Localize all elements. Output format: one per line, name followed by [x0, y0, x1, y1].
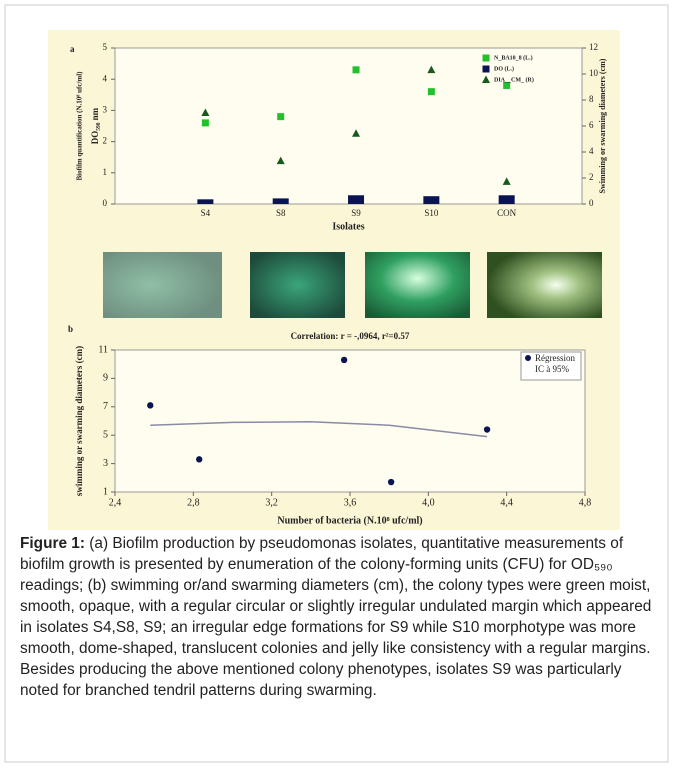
y-tick-label: 3: [103, 458, 108, 469]
chart-title: Correlation: r = -,0964, r²=0.57: [291, 331, 410, 341]
x-tick-label: 4,8: [579, 497, 592, 508]
y-tick-label: 1: [103, 167, 108, 177]
y2-axis-label: Swimming or swarming diameters (cm): [598, 58, 607, 193]
y-tick-label: 2: [103, 136, 108, 146]
x-tick-label: 3,6: [344, 497, 357, 508]
point: [428, 88, 435, 95]
photo: [487, 252, 602, 318]
y-axis-label: swimming or swarming diameters (cm): [74, 346, 84, 496]
point: [353, 66, 360, 73]
x-tick-label: 3,2: [265, 497, 278, 508]
point: [147, 402, 153, 408]
y-axis-label: Biofilm quantification (N.10⁸ ufc/ml): [76, 71, 84, 181]
legend-label: IC à 95%: [535, 364, 569, 374]
panel-label: a: [70, 44, 75, 54]
x-tick-label: S10: [424, 208, 439, 218]
panel-label: b: [68, 324, 73, 334]
legend-label: DO (L.): [494, 65, 514, 72]
y-tick-label: 1: [103, 486, 108, 497]
point: [196, 456, 202, 462]
point: [341, 357, 347, 363]
y-tick-label: 9: [103, 373, 108, 384]
y2-tick-label: 8: [589, 94, 594, 104]
caption: Figure 1: (a) Biofilm production by pseu…: [20, 533, 656, 701]
y-tick-label: 5: [103, 42, 108, 52]
y2-tick-label: 12: [589, 42, 598, 52]
y2-tick-label: 6: [589, 120, 594, 130]
y2-tick-label: 4: [589, 146, 594, 156]
bar: [197, 199, 213, 204]
bar: [499, 195, 515, 204]
photo: [250, 252, 345, 318]
bar: [348, 195, 364, 204]
y-tick-label: 11: [98, 344, 108, 355]
legend-label: Régression: [535, 353, 575, 363]
x-tick-label: S8: [276, 208, 286, 218]
photo: [365, 252, 470, 318]
x-tick-label: S4: [201, 208, 211, 218]
caption-text: (a) Biofilm production by pseudomonas is…: [20, 535, 651, 699]
point: [202, 119, 209, 126]
x-tick-label: 2,4: [109, 497, 122, 508]
legend-marker: [483, 55, 490, 62]
y-tick-label: 4: [103, 73, 108, 83]
plot-area: [115, 350, 585, 492]
x-tick-label: 2,8: [187, 497, 200, 508]
y-tick-label: 3: [103, 104, 108, 114]
x-tick-label: S9: [351, 208, 361, 218]
page: a012345024681012Biofilm quantification (…: [0, 0, 675, 769]
y-axis-label: DO₅₉₀ nm: [90, 107, 100, 144]
x-axis-label: Isolates: [332, 221, 364, 232]
y-tick-label: 5: [103, 429, 108, 440]
photo: [103, 252, 222, 318]
legend-marker: [525, 355, 531, 361]
x-tick-label: CON: [497, 208, 517, 218]
y2-tick-label: 2: [589, 172, 594, 182]
y2-tick-label: 0: [589, 198, 594, 208]
y-tick-label: 7: [103, 401, 108, 412]
point: [277, 113, 284, 120]
bar: [423, 196, 439, 204]
x-tick-label: 4,0: [422, 497, 435, 508]
point: [484, 426, 490, 432]
x-tick-label: 4,4: [500, 497, 513, 508]
caption-label: Figure 1:: [20, 535, 85, 552]
legend-label: N_BA10_8 (L.): [494, 54, 533, 61]
y-tick-label: 0: [103, 198, 108, 208]
legend-marker: [483, 66, 490, 73]
legend-label: DIA__CM_ (R): [494, 76, 534, 83]
x-axis-label: Number of bacteria (N.10⁸ ufc/ml): [277, 515, 422, 526]
point: [388, 479, 394, 485]
bar: [273, 198, 289, 204]
